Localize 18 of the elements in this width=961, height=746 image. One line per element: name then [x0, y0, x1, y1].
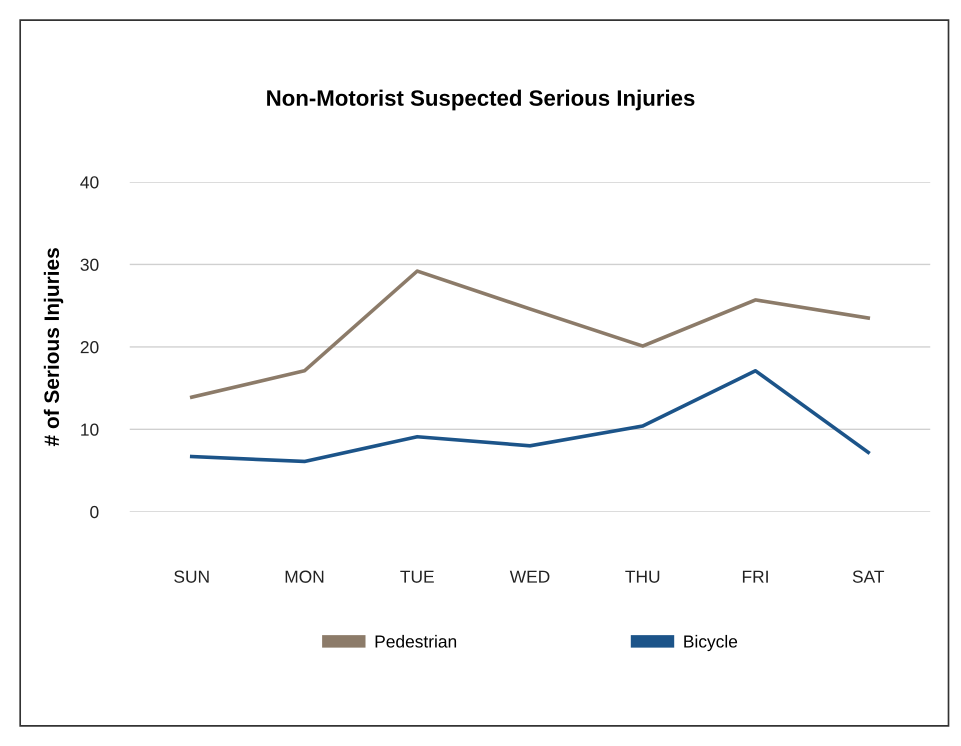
y-tick-label: 20 [80, 341, 98, 354]
x-tick-label: FRI [742, 570, 768, 583]
line-series [190, 368, 870, 464]
x-tick-label: WED [510, 570, 550, 583]
x-tick-label: TUE [400, 570, 434, 583]
x-tick-label: SUN [174, 570, 209, 583]
x-tick-label: SAT [852, 570, 884, 583]
y-tick-label: 40 [80, 176, 98, 188]
x-tick-label: MON [286, 570, 324, 583]
y-tick-label: 30 [80, 258, 98, 271]
legend-label: Pedestrian [376, 634, 456, 648]
y-axis-title: # of Serious Injuries [44, 248, 64, 446]
y-tick-label: 0 [90, 506, 98, 518]
legend-label: Bicycle [684, 634, 738, 652]
line-series [190, 269, 870, 399]
chart-title: Non-Motorist Suspected Serious Injuries [267, 90, 694, 110]
x-tick-label: THU [625, 570, 660, 583]
y-tick-label: 10 [81, 423, 98, 436]
